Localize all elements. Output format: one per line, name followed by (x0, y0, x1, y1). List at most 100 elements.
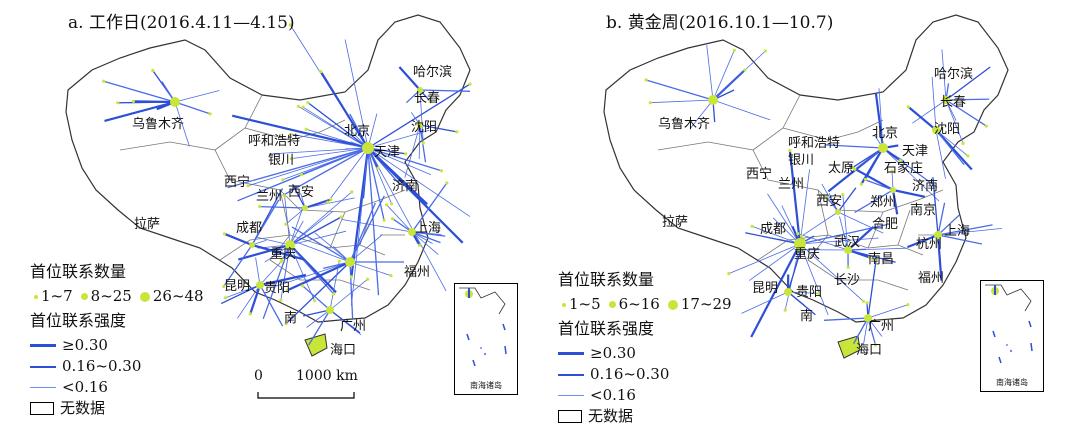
link-line (174, 90, 220, 103)
link-line (249, 284, 262, 315)
label-wulumuqi: 乌鲁木齐 (132, 116, 184, 132)
minor-node (861, 299, 865, 303)
label-shanghai: 上海 (415, 221, 441, 236)
minor-node (853, 167, 857, 171)
label-nanchang: 南昌 (868, 251, 894, 267)
link-line (341, 219, 413, 233)
link-line (289, 230, 347, 246)
label-haerbin: 哈尔滨 (413, 64, 452, 80)
label-changchun: 长春 (940, 95, 966, 110)
hub-node (170, 97, 180, 107)
count-class-1: 1~5 (569, 295, 601, 313)
map-b: 哈尔滨 长春 沈阳 乌鲁木齐 呼和浩特 北京 天津 银川 太原 石家庄 西宁 兰… (603, 14, 1009, 359)
link-line (748, 243, 801, 281)
link-line (863, 317, 869, 346)
label-hangzhou: 杭州 (916, 237, 942, 252)
label-shijiazhuang: 石家庄 (884, 160, 923, 176)
minor-node (817, 291, 821, 295)
label-zhengzhou: 郑州 (870, 195, 896, 210)
link-line (289, 244, 335, 295)
label-kunming: 昆明 (224, 279, 250, 294)
minor-node (288, 23, 292, 27)
strength-class-1: ≥0.30 (590, 344, 636, 362)
link-line (799, 243, 829, 315)
link-line (174, 101, 211, 115)
hub-node (890, 187, 896, 193)
label-huhehaote: 呼和浩特 (788, 136, 840, 151)
minor-node (865, 301, 869, 305)
minor-node (339, 215, 343, 219)
label-chongqing: 重庆 (794, 246, 820, 262)
link-line (690, 99, 714, 129)
link-line (892, 188, 926, 198)
label-yinchuan: 银川 (268, 153, 294, 168)
hub-node (417, 122, 423, 128)
label-xian: 西安 (816, 194, 842, 209)
line-medium-icon (558, 373, 584, 376)
minor-node (319, 70, 323, 74)
link-line (937, 234, 983, 245)
hub-node (708, 95, 718, 105)
label-beijing: 北京 (872, 126, 898, 141)
link-line (367, 147, 392, 204)
link-line (223, 244, 253, 287)
label-kunming: 昆明 (752, 281, 778, 296)
link-line (935, 129, 946, 179)
link-line (103, 80, 176, 103)
link-line (799, 169, 810, 245)
link-line (867, 317, 877, 346)
minor-node (868, 255, 872, 259)
minor-node (859, 182, 863, 186)
minor-node (301, 284, 305, 288)
link-line (824, 144, 884, 149)
minor-node (800, 234, 804, 238)
link-line (307, 102, 369, 149)
link-line (284, 195, 291, 246)
link-line (231, 114, 369, 150)
hub-node (326, 306, 334, 314)
link-line (419, 124, 458, 133)
legend-strength-row-2: 0.16~0.30 (30, 356, 204, 377)
inset-south-china-sea-a: 南海诸岛 (454, 283, 518, 395)
label-haikou: 海口 (856, 343, 882, 358)
hub-node (256, 281, 264, 289)
minor-node (966, 154, 970, 158)
minor-node (796, 232, 800, 236)
link-line (945, 66, 991, 101)
link-line (292, 183, 306, 209)
link-line (282, 147, 369, 196)
link-line (772, 217, 801, 245)
link-line (290, 133, 369, 149)
minor-node (874, 258, 878, 262)
line-thick-icon (30, 344, 56, 347)
link-line (404, 124, 421, 178)
link-line (854, 147, 884, 170)
link-line (935, 129, 969, 157)
minor-node (802, 238, 806, 242)
hub-node (285, 240, 295, 250)
links-a (103, 24, 471, 346)
minor-node (281, 178, 285, 182)
scale-zero: 0 (254, 368, 263, 384)
link-line (837, 211, 884, 234)
link-line (411, 182, 448, 233)
minor-node (116, 101, 120, 105)
link-line (874, 92, 885, 149)
label-guangzhou: 广州 (340, 319, 366, 334)
minor-node (890, 169, 894, 173)
label-haikou: 海口 (330, 343, 356, 358)
minor-node (898, 159, 902, 163)
label-xining: 西宁 (746, 166, 772, 182)
link-line (367, 147, 406, 155)
minor-node (301, 105, 305, 109)
strength-class-2: 0.16~0.30 (62, 357, 142, 375)
line-thin-icon (558, 395, 584, 396)
link-line (906, 233, 939, 249)
minor-node (428, 100, 432, 104)
minor-node (390, 217, 395, 221)
label-huhehaote: 呼和浩特 (248, 134, 300, 149)
nodes-b (644, 48, 988, 347)
strength-class-3: <0.16 (590, 386, 636, 404)
link-line (327, 147, 369, 203)
hub-node (408, 228, 416, 236)
